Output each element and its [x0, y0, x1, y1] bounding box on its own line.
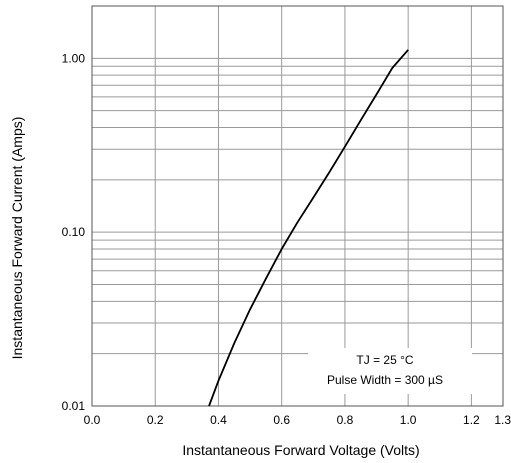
- x-tick-label: 1.0: [400, 413, 417, 427]
- annotation-box: TJ = 25 °C Pulse Width = 300 µS: [308, 348, 472, 394]
- x-tick-label: 1.2: [463, 413, 480, 427]
- x-tick-label: 1.3: [494, 413, 511, 427]
- y-tick-label: 1.00: [62, 51, 86, 65]
- x-tick-labels: 0.0 0.2 0.4 0.6 0.8 1.0 1.2 1.3: [84, 413, 511, 427]
- x-axis-label: Instantaneous Forward Voltage (Volts): [182, 442, 419, 458]
- x-tick-label: 0.0: [84, 413, 101, 427]
- annotation-background: [308, 348, 472, 394]
- y-axis-label: Instantaneous Forward Current (Amps): [9, 117, 25, 360]
- y-tick-label: 0.10: [62, 225, 86, 239]
- x-tick-label: 0.6: [273, 413, 290, 427]
- x-tick-label: 0.2: [147, 413, 164, 427]
- plot-frame: [91, 5, 504, 407]
- series-line: [208, 49, 409, 407]
- y-tick-label: 0.01: [62, 399, 86, 413]
- x-tick-label: 0.8: [337, 413, 354, 427]
- plot-border: [91, 5, 504, 407]
- y-tick-labels: 0.01 0.10 1.00: [62, 51, 86, 413]
- grid-lines: [91, 5, 504, 407]
- annotation-line-2: Pulse Width = 300 µS: [327, 373, 443, 387]
- x-tick-label: 0.4: [210, 413, 227, 427]
- annotation-line-1: TJ = 25 °C: [356, 353, 413, 367]
- series-group: [208, 49, 409, 407]
